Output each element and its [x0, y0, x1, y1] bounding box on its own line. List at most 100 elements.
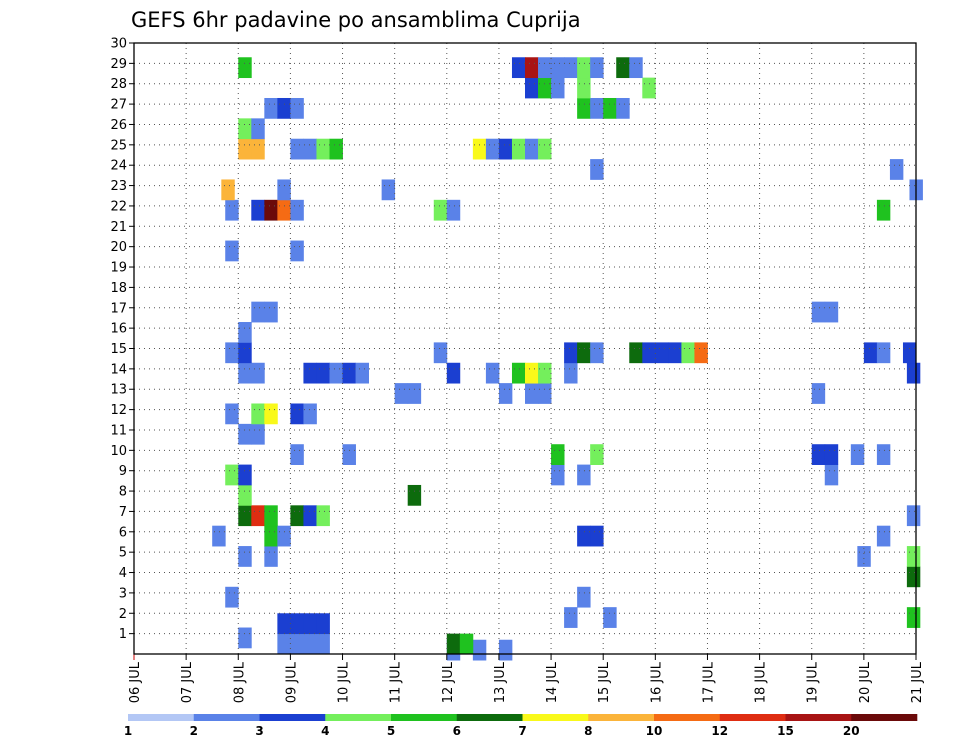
heatmap-cell	[290, 633, 304, 655]
heatmap-cell	[264, 546, 278, 567]
heatmap-cell	[564, 342, 578, 364]
heatmap-cell	[616, 97, 630, 119]
heatmap-cell	[551, 77, 565, 99]
heatmap-cell	[811, 444, 826, 465]
heatmap-cell	[238, 484, 252, 506]
heatmap-cell	[251, 505, 265, 527]
heatmap-cell	[906, 546, 921, 567]
heatmap-cell	[303, 633, 317, 655]
heatmap-cell	[290, 138, 304, 160]
heatmap-cell	[225, 342, 239, 364]
heatmap-cell	[290, 505, 304, 527]
x-tick-label: 17 JUL	[701, 661, 716, 703]
heatmap-cell	[446, 633, 461, 655]
heatmap-cell	[316, 633, 330, 655]
heatmap-cell	[694, 342, 708, 364]
y-tick-label: 26	[110, 118, 127, 133]
heatmap-cell	[824, 464, 839, 486]
legend-label: 4	[321, 724, 329, 738]
legend-label: 15	[777, 724, 794, 738]
heatmap-cell	[551, 57, 565, 79]
heatmap-cell	[277, 199, 291, 221]
heatmap-cell	[590, 342, 604, 364]
heatmap-cell	[251, 362, 265, 384]
heatmap-cell	[616, 57, 630, 79]
x-tick-label: 14 JUL	[545, 661, 560, 703]
heatmap-cell	[577, 342, 591, 364]
x-tick-label: 11 JUL	[389, 661, 404, 703]
y-tick-label: 15	[110, 342, 127, 357]
y-tick-label: 4	[119, 566, 127, 581]
heatmap-cell	[238, 57, 252, 79]
heatmap-cell	[316, 362, 330, 384]
heatmap-cell	[681, 342, 695, 364]
heatmap-cells	[212, 57, 923, 661]
heatmap-cell	[303, 613, 317, 635]
heatmap-cell	[290, 444, 304, 465]
x-tick-label: 21 JUL	[910, 661, 925, 703]
heatmap-cell	[225, 403, 239, 425]
heatmap-cell	[264, 525, 278, 547]
heatmap-cell	[225, 586, 239, 608]
y-tick-label: 7	[119, 505, 127, 520]
heatmap-cell	[577, 525, 591, 547]
y-tick-label: 22	[110, 199, 127, 214]
heatmap-cell	[264, 301, 278, 323]
heatmap-cell	[906, 505, 921, 527]
y-tick-label: 17	[110, 301, 127, 316]
heatmap-cell	[238, 362, 252, 384]
heatmap-cell	[498, 639, 513, 661]
y-tick-label: 13	[110, 383, 127, 398]
heatmap-cell	[446, 199, 461, 221]
heatmap-cell	[277, 97, 291, 119]
heatmap-cell	[551, 464, 565, 486]
heatmap-cell	[603, 97, 617, 119]
heatmap-cell	[303, 505, 317, 527]
heatmap-cell	[329, 362, 343, 384]
heatmap-cell	[824, 444, 839, 465]
heatmap-cell	[577, 97, 591, 119]
x-tick-label: 13 JUL	[493, 661, 508, 703]
heatmap-cell	[824, 301, 839, 323]
heatmap-cell	[577, 464, 591, 486]
legend-label: 8	[584, 724, 592, 738]
heatmap-cell	[238, 118, 252, 140]
heatmap-cell	[655, 342, 669, 364]
heatmap-cell	[498, 138, 513, 160]
heatmap-cell	[551, 444, 565, 465]
heatmap-cell	[906, 566, 921, 588]
heatmap-cell	[290, 199, 304, 221]
heatmap-cell	[264, 199, 278, 221]
y-tick-label: 8	[119, 485, 127, 500]
legend-label: 6	[453, 724, 461, 738]
heatmap-cell	[889, 159, 904, 180]
x-tick-label: 20 JUL	[858, 661, 873, 703]
heatmap-cell	[316, 613, 330, 635]
heatmap-cell	[329, 138, 343, 160]
heatmap-cell	[264, 403, 278, 425]
y-tick-label: 16	[110, 322, 127, 337]
heatmap-cell	[290, 403, 304, 425]
legend-swatch	[193, 714, 260, 721]
heatmap-cell	[251, 301, 265, 323]
heatmap-cell	[485, 362, 500, 384]
heatmap-cell	[850, 444, 865, 465]
legend-label: 10	[646, 724, 663, 738]
heatmap-cell	[498, 383, 513, 404]
heatmap-cell	[876, 444, 891, 465]
heatmap-cell	[238, 546, 252, 567]
heatmap-cell	[485, 138, 500, 160]
heatmap-cell	[857, 546, 871, 567]
heatmap-cell	[811, 301, 826, 323]
x-tick-label: 10 JUL	[337, 661, 352, 703]
heatmap-cell	[577, 77, 591, 99]
heatmap-cell	[590, 97, 604, 119]
heatmap-cell	[538, 383, 552, 404]
heatmap-cell	[511, 362, 526, 384]
y-tick-label: 3	[119, 586, 127, 601]
heatmap-cell	[433, 199, 448, 221]
y-tick-label: 27	[110, 98, 127, 113]
x-tick-label: 16 JUL	[649, 661, 664, 703]
heatmap-cell	[629, 57, 643, 79]
